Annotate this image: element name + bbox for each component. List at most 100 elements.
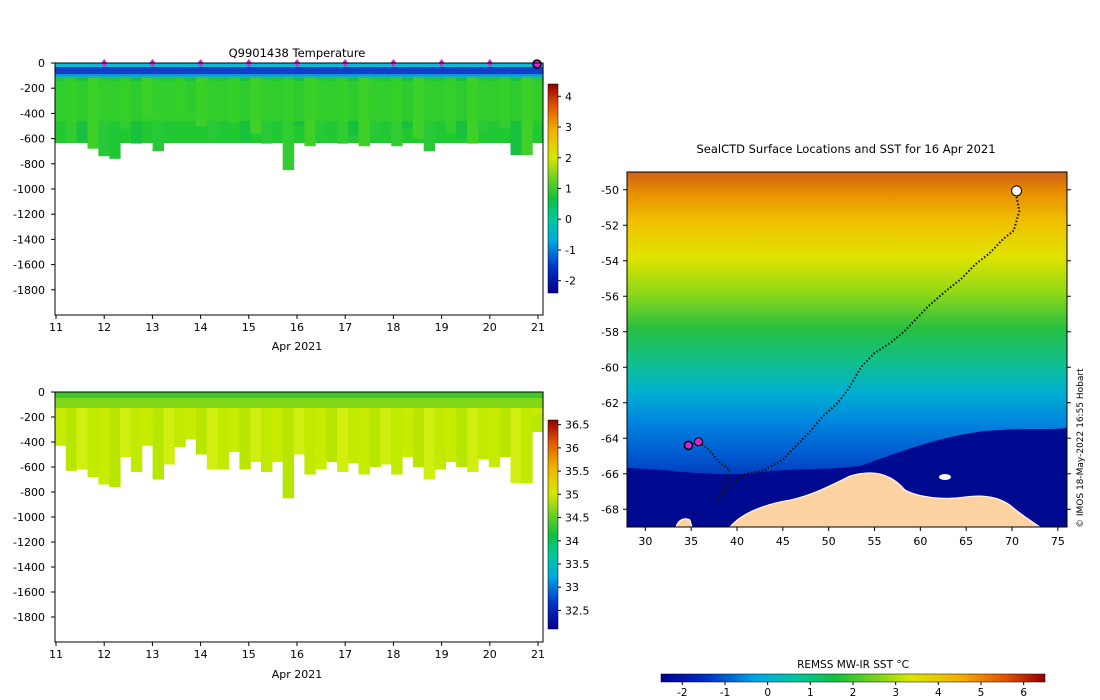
profile-column	[87, 392, 99, 477]
y-tick-label: -200	[20, 82, 45, 95]
surface-location-marker	[683, 440, 694, 451]
x-tick-label: 11	[49, 648, 63, 661]
profile-column	[76, 392, 89, 470]
y-tick-label: -62	[601, 397, 619, 410]
x-tick-label: 21	[531, 321, 545, 334]
x-tick-label: 14	[194, 648, 208, 661]
profile-column	[412, 392, 425, 467]
x-tick-label: 21	[531, 648, 545, 661]
profile-column	[304, 392, 316, 475]
profile-column	[217, 392, 230, 470]
colorbar-tick-label: 2	[565, 152, 572, 165]
x-tick-label: 18	[386, 321, 400, 334]
y-tick-label: -1600	[13, 259, 45, 272]
sst-colorbar-label: REMSS MW-IR SST °C	[797, 659, 909, 671]
colorbar-tick-label: 34	[565, 535, 579, 548]
x-tick-label: 20	[483, 648, 497, 661]
y-tick-label: -600	[20, 461, 45, 474]
latest-profile-marker	[532, 59, 542, 69]
colorbar-tick-label: 4	[935, 687, 942, 699]
profile-column	[174, 392, 186, 447]
x-tick-label: 11	[49, 321, 63, 334]
x-tick-label: 35	[684, 535, 698, 548]
y-tick-label: -56	[601, 290, 619, 303]
salinity-colorbar	[547, 419, 559, 630]
profile-column	[250, 392, 262, 462]
y-tick-label: -54	[601, 255, 619, 268]
y-tick-label: -1000	[13, 183, 45, 196]
y-tick-label: -50	[601, 184, 619, 197]
colorbar-tick-label: -2	[565, 275, 576, 288]
colorbar-tick-label: 3	[892, 687, 899, 699]
colorbar-tick-label: 32.5	[565, 604, 590, 617]
y-tick-label: -1400	[13, 233, 45, 246]
y-tick-label: -1600	[13, 586, 45, 599]
profile-column	[402, 392, 414, 457]
antarctic-land	[728, 472, 1042, 528]
salinity-panel: 11 12 13 14 15 16 17 18 19 20 21 0 -200 -400 -600 -800 -…	[13, 386, 589, 681]
colorbar-tick-label: -1	[720, 687, 730, 699]
colorbar-tick-label: -1	[565, 244, 576, 257]
colorbar-tick-label: 4	[565, 90, 572, 103]
x-tick-label: 65	[959, 535, 973, 548]
x-tick-label: 50	[822, 535, 836, 548]
profile-column	[130, 392, 143, 472]
colorbar-tick-label: 35	[565, 488, 579, 501]
y-tick-label: -64	[601, 432, 619, 445]
y-tick-label: 0	[38, 57, 45, 70]
profile-column	[467, 392, 479, 472]
sst-map-panel: SealCTD Surface Locations and SST for 16…	[601, 142, 1086, 699]
x-tick-label: 55	[868, 535, 882, 548]
track-start-marker	[1011, 185, 1023, 197]
profile-column	[477, 392, 490, 460]
y-tick-label: -1000	[13, 511, 45, 524]
salinity-profiles	[55, 392, 544, 499]
y-tick-label: -1800	[13, 611, 45, 624]
y-tick-label: -400	[20, 436, 45, 449]
temperature-surface-layer	[55, 63, 543, 67]
y-tick-label: -800	[20, 158, 45, 171]
profile-column	[337, 392, 349, 472]
profile-column	[315, 392, 327, 470]
temperature-cold-layer	[55, 67, 543, 76]
colorbar-tick-label: 3	[565, 121, 572, 134]
x-tick-label: 19	[435, 321, 449, 334]
colorbar-tick-label: 0	[764, 687, 771, 699]
profile-column	[261, 392, 273, 472]
y-tick-label: -1200	[13, 208, 45, 221]
temperature-x-label: Apr 2021	[272, 340, 323, 353]
salinity-axis-ticks: 11 12 13 14 15 16 17 18 19 20 21 0 -200 -400 -600 -800 -…	[13, 386, 545, 661]
y-tick-label: -600	[20, 133, 45, 146]
colorbar-tick-label: 33.5	[565, 558, 590, 571]
y-tick-label: -1800	[13, 284, 45, 297]
profile-column	[282, 392, 295, 499]
profile-column	[65, 392, 78, 471]
x-tick-label: 75	[1051, 535, 1065, 548]
x-tick-label: 16	[290, 321, 304, 334]
y-tick-label: -1200	[13, 536, 45, 549]
profile-column	[196, 392, 208, 455]
profile-column	[206, 392, 219, 470]
x-tick-label: 18	[386, 648, 400, 661]
salinity-x-label: Apr 2021	[272, 668, 323, 681]
temperature-warm-layer	[55, 81, 543, 121]
colorbar-tick-label: 0	[565, 213, 572, 226]
x-tick-label: 20	[483, 321, 497, 334]
x-tick-label: 60	[913, 535, 927, 548]
salinity-surface-layer	[55, 392, 543, 398]
sst-colorbar-ticks: -2 -1 0 1 2 3 4 5 6	[677, 682, 1027, 699]
x-tick-label: 13	[145, 648, 159, 661]
y-tick-label: 0	[38, 386, 45, 399]
colorbar-tick-label: 33	[565, 581, 579, 594]
y-tick-label: -400	[20, 107, 45, 120]
colorbar-tick-label: 5	[978, 687, 985, 699]
profile-column	[120, 392, 132, 457]
x-tick-label: 12	[97, 321, 111, 334]
profile-column	[521, 392, 533, 484]
profile-column	[488, 392, 501, 467]
temperature-panel: Q9901438 Temperature 11 12 13 14 15 16 17 18 19 2…	[13, 46, 576, 353]
x-tick-label: 17	[338, 321, 352, 334]
colorbar-tick-label: 6	[1020, 687, 1027, 699]
x-tick-label: 45	[776, 535, 790, 548]
